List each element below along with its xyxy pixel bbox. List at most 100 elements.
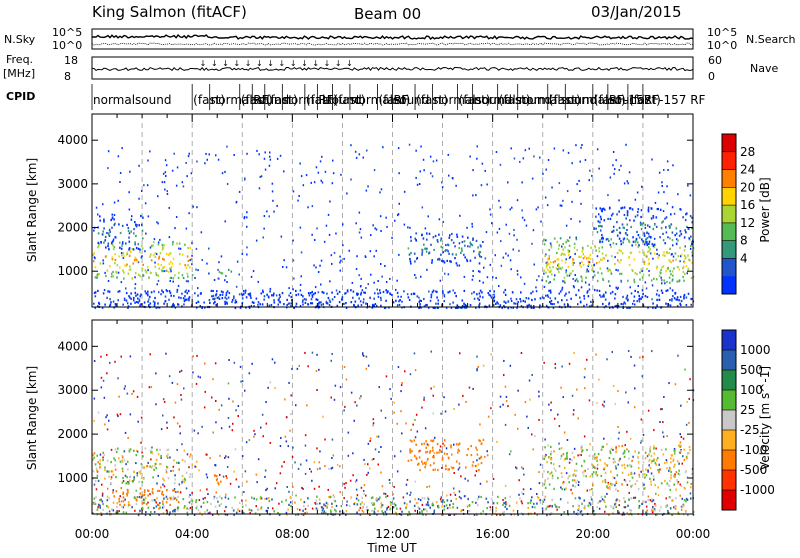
scatter-pixel bbox=[507, 405, 509, 408]
echo-pixel bbox=[123, 503, 126, 506]
scatter-pixel bbox=[170, 276, 173, 279]
echo-pixel bbox=[636, 479, 638, 482]
scatter-pixel bbox=[462, 394, 464, 397]
echo-pixel bbox=[104, 239, 106, 242]
echo-pixel bbox=[136, 260, 139, 263]
echo-pixel bbox=[108, 470, 110, 473]
scatter-pixel bbox=[487, 501, 489, 504]
scatter-pixel bbox=[620, 164, 622, 167]
echo-pixel bbox=[672, 459, 674, 462]
echo-pixel bbox=[141, 502, 144, 505]
echo-pixel bbox=[151, 465, 154, 468]
scatter-pixel bbox=[165, 352, 167, 355]
scatter-pixel bbox=[464, 303, 466, 306]
echo-pixel bbox=[187, 246, 189, 250]
scatter-pixel bbox=[150, 386, 153, 389]
echo-pixel bbox=[550, 462, 552, 465]
echo-pixel bbox=[671, 239, 674, 242]
echo-pixel bbox=[135, 258, 138, 261]
scatter-pixel bbox=[520, 500, 523, 503]
scatter-pixel bbox=[532, 229, 535, 232]
echo-pixel bbox=[329, 495, 331, 498]
scatter-pixel bbox=[484, 257, 487, 260]
freq-tick-mark: ↓ bbox=[346, 59, 353, 68]
echo-pixel bbox=[144, 496, 147, 500]
scatter-pixel bbox=[122, 257, 125, 259]
scatter-pixel bbox=[579, 190, 581, 192]
scatter-pixel bbox=[584, 367, 586, 370]
scatter-pixel bbox=[677, 354, 679, 357]
scatter-pixel bbox=[689, 194, 692, 197]
scatter-pixel bbox=[168, 206, 170, 209]
echo-pixel bbox=[561, 475, 563, 478]
scatter-pixel bbox=[550, 401, 552, 404]
echo-pixel bbox=[160, 263, 163, 267]
echo-pixel bbox=[608, 207, 611, 210]
echo-pixel bbox=[96, 276, 98, 279]
scatter-pixel bbox=[577, 417, 579, 420]
echo-pixel bbox=[620, 259, 622, 262]
echo-pixel bbox=[622, 295, 624, 298]
echo-pixel bbox=[410, 459, 413, 462]
echo-pixel bbox=[567, 501, 569, 504]
echo-pixel bbox=[660, 272, 662, 275]
echo-pixel bbox=[103, 218, 105, 221]
scatter-pixel bbox=[206, 158, 208, 161]
scatter-pixel bbox=[464, 306, 466, 309]
scatter-pixel bbox=[528, 379, 531, 382]
scatter-pixel bbox=[573, 352, 575, 354]
echo-pixel bbox=[385, 289, 387, 292]
echo-pixel bbox=[677, 239, 679, 242]
echo-pixel bbox=[115, 476, 117, 479]
echo-pixel bbox=[576, 511, 579, 514]
echo-pixel bbox=[124, 474, 127, 477]
scatter-pixel bbox=[588, 261, 591, 264]
scatter-pixel bbox=[681, 462, 683, 465]
echo-pixel bbox=[476, 293, 478, 296]
scatter-pixel bbox=[572, 484, 574, 487]
scatter-pixel bbox=[163, 400, 166, 403]
echo-pixel bbox=[197, 509, 200, 512]
echo-pixel bbox=[580, 447, 583, 450]
echo-pixel bbox=[142, 273, 144, 276]
scatter-pixel bbox=[155, 403, 157, 406]
scatter-pixel bbox=[228, 425, 231, 428]
echo-pixel bbox=[610, 255, 613, 258]
echo-pixel bbox=[652, 475, 655, 478]
scatter-pixel bbox=[691, 254, 694, 257]
echo-pixel bbox=[329, 300, 332, 303]
scatter-pixel bbox=[179, 491, 182, 494]
echo-pixel bbox=[158, 257, 160, 260]
echo-pixel bbox=[611, 483, 614, 486]
echo-pixel bbox=[604, 481, 607, 484]
echo-pixel bbox=[586, 257, 588, 260]
scatter-pixel bbox=[614, 168, 616, 171]
echo-pixel bbox=[311, 290, 313, 294]
scatter-pixel bbox=[495, 151, 498, 153]
scatter-pixel bbox=[450, 306, 453, 309]
echo-pixel bbox=[652, 243, 655, 246]
echo-pixel bbox=[647, 258, 650, 261]
echo-pixel bbox=[127, 272, 130, 275]
scatter-pixel bbox=[226, 466, 229, 468]
echo-pixel bbox=[460, 306, 462, 309]
echo-pixel bbox=[554, 260, 556, 263]
echo-pixel bbox=[457, 451, 459, 454]
scatter-pixel bbox=[398, 300, 400, 303]
scatter-pixel bbox=[324, 511, 327, 514]
scatter-pixel bbox=[287, 445, 289, 448]
echo-pixel bbox=[336, 292, 339, 295]
scatter-pixel bbox=[502, 499, 504, 501]
echo-pixel bbox=[190, 497, 193, 500]
echo-pixel bbox=[530, 304, 532, 307]
scatter-pixel bbox=[578, 481, 580, 484]
scatter-pixel bbox=[114, 360, 116, 363]
scatter-pixel bbox=[520, 466, 523, 469]
echo-pixel bbox=[94, 266, 97, 269]
scatter-pixel bbox=[386, 225, 388, 228]
scatter-pixel bbox=[326, 292, 328, 295]
scatter-pixel bbox=[206, 476, 209, 479]
echo-pixel bbox=[589, 503, 592, 506]
echo-pixel bbox=[239, 306, 242, 309]
scatter-pixel bbox=[579, 160, 581, 163]
